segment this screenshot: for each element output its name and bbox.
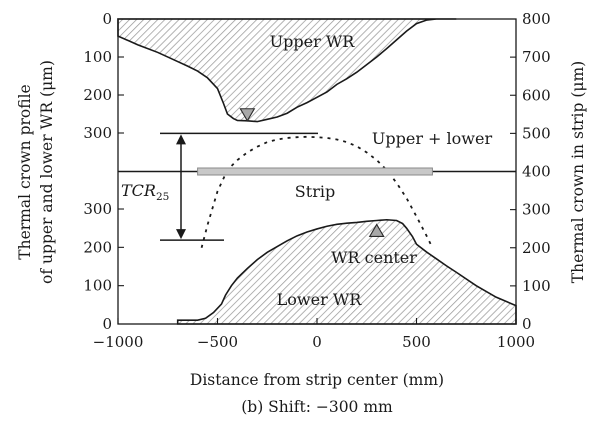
lower-wr-profile [176, 218, 517, 325]
right-tick-label: 500 [522, 124, 551, 142]
upper-lower-crown-curve [200, 135, 434, 249]
strip-label: Strip [295, 182, 335, 201]
upper-left-tick-label: 300 [83, 124, 112, 142]
upper-wr-profile [117, 18, 457, 123]
right-tick-label: 700 [522, 48, 551, 66]
tcr25-label-main: TCR [121, 181, 156, 200]
upper-lower-label: Upper + lower [372, 129, 493, 148]
lower-left-tick-label: 300 [83, 200, 112, 218]
wr-center-markers [239, 108, 385, 238]
x-tick-label: 0 [312, 333, 322, 351]
right-tick-label: 400 [522, 163, 551, 181]
left-axis-label-line2: of upper and lower WR (μm) [38, 60, 56, 284]
left-axis-label-line1: Thermal crown profile [16, 84, 34, 259]
right-tick-label: 800 [522, 10, 551, 28]
x-tick-label: −1000 [93, 333, 144, 351]
x-axis-label: Distance from strip center (mm) [190, 371, 444, 389]
lower-wr-center-marker [368, 223, 385, 238]
wr-center-label: WR center [331, 248, 417, 267]
upper-left-tick-label: 0 [102, 10, 112, 28]
lower-left-tick-label: 100 [83, 277, 112, 295]
right-tick-label: 600 [522, 86, 551, 104]
tcr25-arrow-head-down [176, 229, 186, 240]
tcr25-label-sub: 25 [156, 191, 169, 203]
x-tick-label: 500 [402, 333, 431, 351]
tcr25-arrow-head-up [176, 134, 186, 145]
strip-bar [197, 167, 433, 176]
right-tick-label: 200 [522, 239, 551, 257]
tcr25-label: TCR25 [121, 181, 169, 203]
lower-wr-label: Lower WR [277, 290, 363, 309]
upper-left-tick-label: 200 [83, 86, 112, 104]
axis-ticks: −1000 −500 0 500 100001002003000100200300010… [83, 10, 550, 351]
x-tick-label: −500 [197, 333, 238, 351]
right-tick-label: 300 [522, 201, 551, 219]
lower-left-tick-label: 0 [102, 315, 112, 333]
lower-left-tick-label: 200 [83, 238, 112, 256]
upper-wr-center-marker [239, 108, 256, 122]
right-tick-label: 0 [522, 315, 532, 333]
upper-wr-label: Upper WR [270, 32, 356, 51]
right-tick-label: 100 [522, 277, 551, 295]
tcr25-indicator [160, 132, 318, 241]
figure-caption: (b) Shift: −300 mm [241, 398, 393, 416]
strip-band [118, 167, 516, 176]
upper-left-tick-label: 100 [83, 48, 112, 66]
x-tick-label: 1000 [497, 333, 535, 351]
right-axis-label: Thermal crown in strip (μm) [569, 61, 587, 283]
